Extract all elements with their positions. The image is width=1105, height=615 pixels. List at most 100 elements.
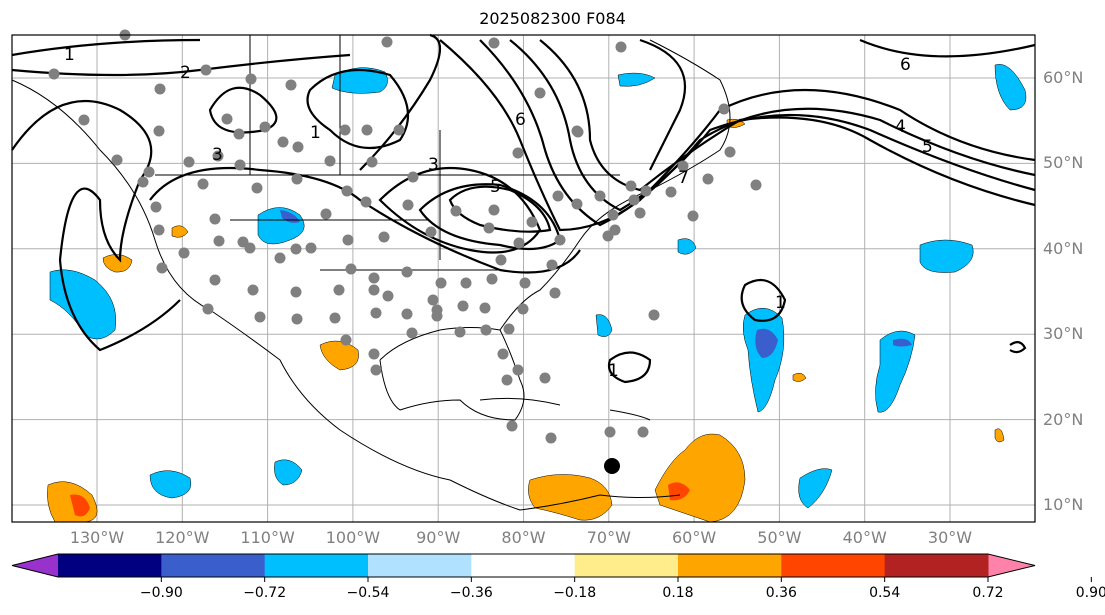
station-dot [183, 156, 195, 168]
station-dot [209, 274, 221, 286]
station-dot [202, 303, 214, 315]
longitude-label: 40°W [842, 528, 887, 547]
station-dot [501, 374, 513, 386]
station-dot [209, 213, 221, 225]
map-frame [11, 34, 1036, 523]
colorbar-outline [11, 553, 1036, 578]
station-dot [488, 204, 500, 216]
station-dot [78, 114, 90, 126]
station-dot [648, 309, 660, 321]
station-dot [634, 207, 646, 219]
station-dot [552, 190, 564, 202]
station-dot [495, 254, 507, 266]
station-dot [178, 247, 190, 259]
station-dot [483, 222, 495, 234]
latitude-label: 20°N [1043, 409, 1084, 429]
station-dot [324, 155, 336, 167]
station-dot [572, 126, 584, 138]
anomaly-fill [47, 64, 1027, 523]
storm-center-marker [604, 458, 620, 474]
station-dot [382, 290, 394, 302]
station-dot [340, 334, 352, 346]
station-dot [197, 178, 209, 190]
station-dot [212, 150, 224, 162]
contour-label: 3 [428, 155, 439, 175]
station-dot [534, 87, 546, 99]
station-dot [333, 284, 345, 296]
station-dot [345, 263, 357, 275]
colorbar-swatch [161, 554, 266, 577]
colorbar-swatch [574, 554, 679, 577]
station-dot [247, 284, 259, 296]
coastlines [11, 35, 731, 511]
station-dot [259, 121, 271, 133]
station-dot [329, 312, 341, 324]
station-dot [512, 364, 524, 376]
station-dot [221, 113, 233, 125]
station-dot [401, 266, 413, 278]
station-dot [153, 125, 165, 137]
station-markers [48, 29, 762, 444]
station-dot [150, 201, 162, 213]
station-dot [517, 303, 529, 315]
station-dot [285, 79, 297, 91]
station-dot [519, 277, 531, 289]
station-dot [153, 224, 165, 236]
station-dot [320, 208, 332, 220]
station-dot [233, 128, 245, 140]
colorbar-tick-label: 0.54 [869, 585, 901, 601]
station-dot [479, 302, 491, 314]
station-dot [513, 237, 525, 249]
contour-label-group: 1 2 3 3 5 6 6 4 5 7 1 1 1 [64, 45, 933, 381]
station-dot [48, 68, 60, 80]
station-dot [305, 242, 317, 254]
station-dot [628, 194, 640, 206]
station-dot [615, 41, 627, 53]
colorbar-swatch [884, 554, 989, 577]
station-dot [637, 426, 649, 438]
station-dot [368, 348, 380, 360]
station-dot [702, 173, 714, 185]
contour-label: 4 [895, 117, 906, 137]
station-dot [341, 185, 353, 197]
station-dot [512, 147, 524, 159]
station-dot [156, 262, 168, 274]
colorbar-swatch [471, 554, 576, 577]
station-dot [402, 199, 414, 211]
longitude-label: 90°W [416, 528, 461, 547]
contour-label: 7 [678, 168, 689, 188]
station-dot [594, 190, 606, 202]
station-dot [407, 171, 419, 183]
station-dot [546, 259, 558, 271]
latitude-label: 10°N [1043, 495, 1084, 514]
contour-label: 2 [180, 63, 191, 83]
contour-label: 1 [64, 45, 75, 65]
station-dot [366, 156, 378, 168]
colorbar-tick-label: 0.36 [765, 585, 797, 601]
station-dot [290, 286, 302, 298]
station-dot [460, 277, 472, 289]
station-dot [486, 273, 498, 285]
station-dot [370, 307, 382, 319]
station-dot [254, 311, 266, 323]
station-dot [545, 432, 557, 444]
colorbar-swatch [781, 554, 886, 577]
colorbar-tick-label: −0.36 [449, 585, 493, 601]
colorbar-tick-label: −0.54 [346, 585, 390, 601]
station-dot [244, 242, 256, 254]
station-dot [342, 234, 354, 246]
station-dot [360, 196, 372, 208]
station-dot [290, 243, 302, 255]
colorbar-tick-label: −0.18 [553, 585, 597, 601]
station-dot [378, 231, 390, 243]
longitude-label: 110°W [240, 528, 295, 547]
station-dot [549, 287, 561, 299]
station-dot [526, 216, 538, 228]
latitude-label: 50°N [1043, 153, 1084, 173]
contour-label: 6 [515, 110, 526, 130]
station-dot [503, 323, 515, 335]
map-title: 2025082300 F084 [479, 9, 626, 28]
station-dot [554, 234, 566, 246]
contour-label: 6 [900, 55, 911, 75]
station-dot [435, 277, 447, 289]
